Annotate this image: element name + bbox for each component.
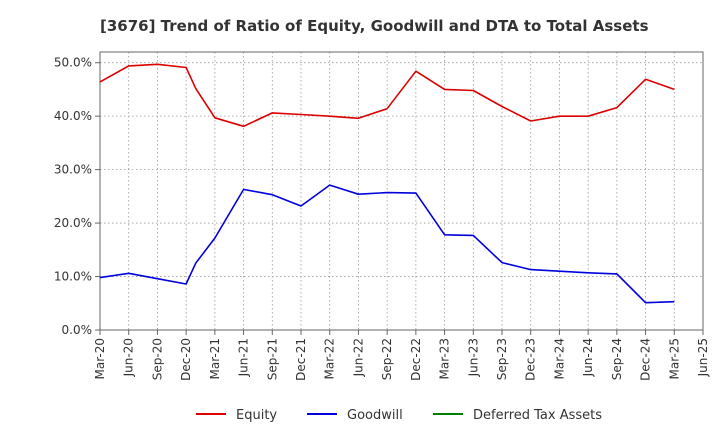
series-line-goodwill bbox=[99, 184, 675, 304]
x-tick-label: Mar-25 bbox=[667, 338, 681, 379]
y-tick-label: 20.0% bbox=[54, 216, 92, 230]
y-tick-label: 40.0% bbox=[54, 109, 92, 123]
x-tick-label: Jun-20 bbox=[122, 338, 136, 377]
x-axis: Mar-20 Jun-20 Sep-20 Dec-20 Mar-21 Jun-21 Sep-… bbox=[93, 330, 710, 381]
x-tick-label: Sep-24 bbox=[610, 338, 624, 380]
x-tick-label: Sep-23 bbox=[495, 338, 509, 380]
grid bbox=[100, 52, 703, 330]
x-tick-label: Sep-21 bbox=[265, 338, 279, 380]
x-tick-label: Dec-20 bbox=[179, 338, 193, 381]
y-tick-label: 30.0% bbox=[54, 163, 92, 177]
y-tick-label: 10.0% bbox=[54, 270, 92, 284]
x-tick-label: Dec-22 bbox=[409, 338, 423, 381]
series-line-equity bbox=[99, 63, 675, 128]
x-tick-label: Jun-23 bbox=[466, 338, 480, 377]
x-tick-label: Mar-23 bbox=[438, 338, 452, 379]
y-tick-label: 50.0% bbox=[54, 56, 92, 70]
legend-label-goodwill: Goodwill bbox=[347, 408, 403, 423]
x-tick-label: Dec-23 bbox=[524, 338, 538, 381]
y-axis: 0.0% 10.0% 20.0% 30.0% 40.0% 50.0% bbox=[54, 56, 100, 337]
x-tick-label: Mar-20 bbox=[93, 338, 107, 379]
x-tick-label: Jun-22 bbox=[351, 338, 365, 377]
x-tick-label: Sep-20 bbox=[150, 338, 164, 380]
x-tick-label: Jun-21 bbox=[237, 338, 251, 377]
legend: Equity Goodwill Deferred Tax Assets bbox=[196, 408, 602, 423]
legend-label-deferred-tax-assets: Deferred Tax Assets bbox=[473, 408, 602, 423]
y-tick-label: 0.0% bbox=[62, 323, 93, 337]
series bbox=[99, 63, 675, 304]
x-tick-label: Mar-22 bbox=[323, 338, 337, 379]
plot-area bbox=[99, 51, 704, 331]
x-tick-label: Dec-21 bbox=[294, 338, 308, 381]
x-tick-label: Mar-21 bbox=[208, 338, 222, 379]
x-tick-label: Dec-24 bbox=[639, 338, 653, 381]
x-tick-label: Sep-22 bbox=[380, 338, 394, 380]
chart-title: [3676] Trend of Ratio of Equity, Goodwil… bbox=[100, 17, 649, 35]
legend-label-equity: Equity bbox=[236, 408, 277, 423]
x-tick-label: Jun-25 bbox=[696, 338, 710, 377]
x-tick-label: Mar-24 bbox=[552, 338, 566, 379]
x-tick-label: Jun-24 bbox=[581, 338, 595, 377]
